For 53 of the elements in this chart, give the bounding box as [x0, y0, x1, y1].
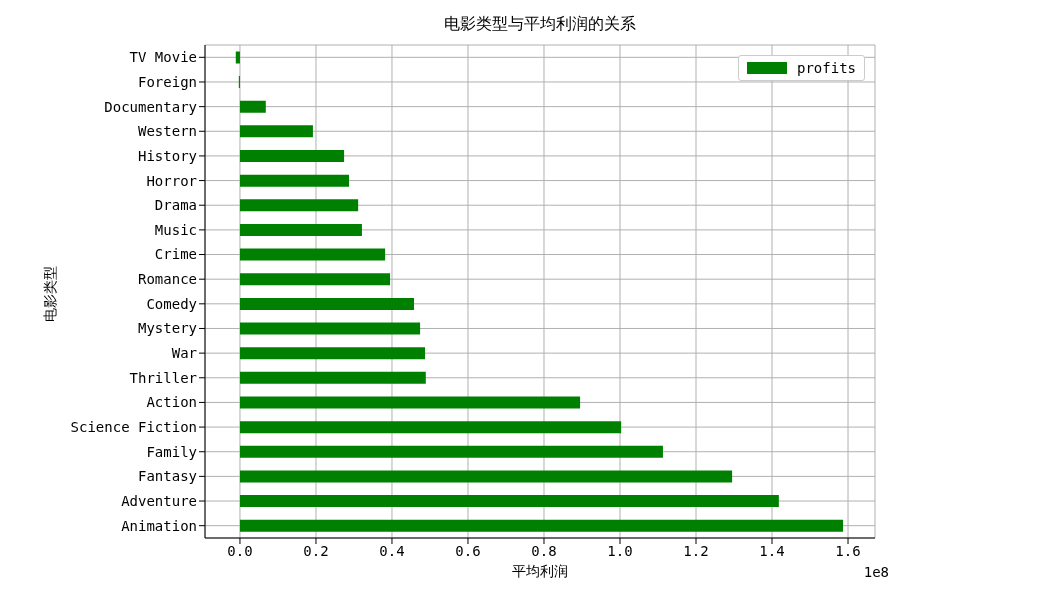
chart-title: 电影类型与平均利润的关系: [443, 14, 637, 35]
x-tick-label: 0.4: [379, 542, 405, 559]
bar: [239, 125, 313, 138]
y-tick-label: Family: [146, 443, 197, 460]
bar: [239, 470, 733, 483]
x-tick-label: 0.0: [227, 542, 253, 559]
bar: [239, 100, 266, 113]
y-tick-label: Romance: [137, 271, 197, 288]
y-axis-title: 电影类型: [41, 265, 58, 322]
bar: [239, 150, 345, 163]
bar: [239, 347, 426, 360]
x-tick-label: 1.4: [759, 542, 785, 559]
y-tick-label: Mystery: [137, 320, 197, 337]
y-tick-label: Documentary: [104, 98, 197, 115]
bar: [239, 495, 779, 508]
text: 1e8: [863, 564, 889, 580]
bar: [239, 322, 421, 335]
bar: [239, 519, 844, 532]
x-tick-label: 0.6: [455, 542, 481, 559]
bar: [239, 273, 391, 286]
bar: [239, 421, 622, 434]
x-tick-label: 0.2: [303, 542, 329, 559]
x-tick-label: 1.2: [683, 542, 709, 559]
bar: [239, 199, 359, 212]
y-tick-label: War: [171, 345, 197, 362]
y-tick-label: Horror: [146, 172, 197, 189]
y-tick-label: Action: [146, 394, 197, 411]
y-tick-label: Western: [137, 123, 197, 140]
x-tick-label: 1.0: [607, 542, 633, 559]
x-tick-label: 1.6: [835, 542, 861, 559]
bar: [239, 248, 386, 261]
bar: [235, 51, 240, 64]
y-tick-label: Crime: [154, 246, 197, 263]
x-tick-label: 0.8: [531, 542, 557, 559]
y-tick-label: Adventure: [121, 492, 197, 509]
y-tick-label: Animation: [121, 517, 197, 534]
y-tick-label: Fantasy: [137, 468, 197, 485]
x-axis-title: 平均利润: [512, 563, 568, 579]
bar: [239, 396, 581, 409]
y-tick-label: Comedy: [146, 295, 197, 312]
bar: [239, 174, 350, 187]
bar: [239, 297, 415, 310]
bar: [239, 445, 663, 458]
y-tick-label: Thriller: [129, 369, 197, 386]
legend-label: profits: [796, 60, 856, 76]
y-tick-label: Drama: [154, 197, 197, 214]
y-tick-label: History: [137, 147, 197, 164]
bar: [239, 371, 426, 384]
y-tick-label: Science Fiction: [70, 419, 197, 436]
y-tick-label: Foreign: [137, 73, 197, 90]
bar: [239, 223, 362, 236]
y-tick-label: Music: [154, 221, 197, 238]
y-tick-label: TV Movie: [129, 49, 197, 66]
